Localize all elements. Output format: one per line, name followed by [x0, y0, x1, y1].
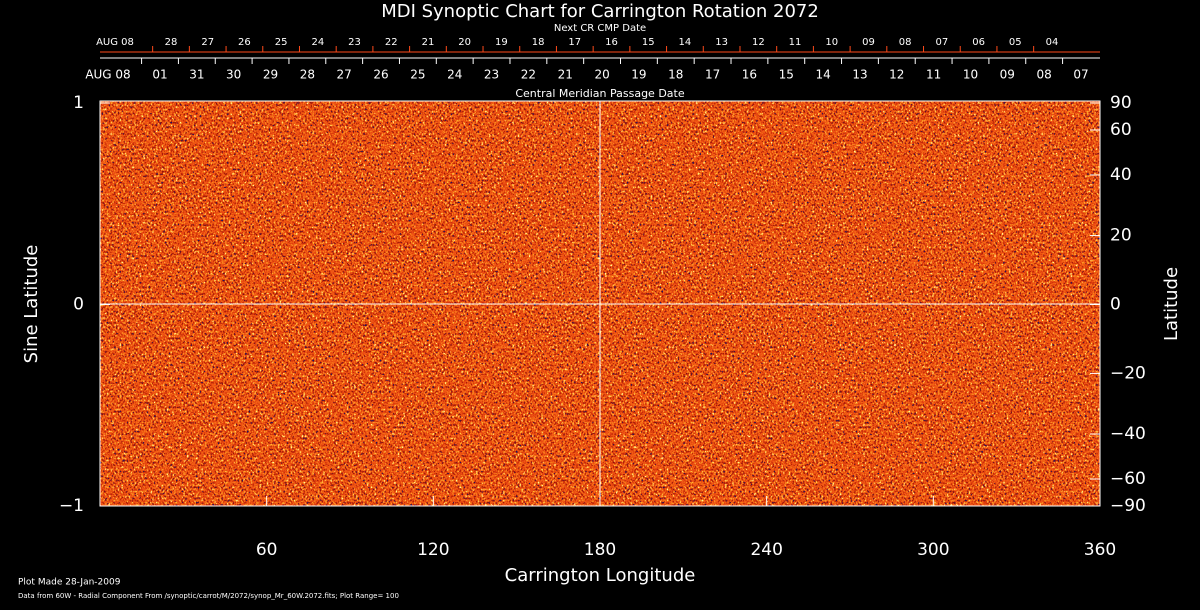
top_axis2-date-label: 09 [862, 37, 875, 48]
y2-tick-label: −20 [1110, 363, 1146, 383]
top_axis-date-label: 18 [668, 68, 683, 82]
top_axis2-date-label: 14 [679, 37, 692, 48]
x-tick-label: 240 [750, 540, 782, 560]
top_axis2-date-label: 15 [642, 37, 655, 48]
top_axis-date-label: 22 [521, 68, 536, 82]
top_axis2-date-label: 19 [495, 37, 508, 48]
top_axis-date-label: 17 [705, 68, 720, 82]
top_axis2-date-label: 05 [1009, 37, 1022, 48]
top_axis2-date-label: 25 [275, 37, 288, 48]
top_axis-date-label: 19 [631, 68, 646, 82]
top_axis2-date-label: 24 [311, 37, 324, 48]
top_axis2-date-label: 20 [458, 37, 471, 48]
y2-tick-label: −90 [1110, 496, 1146, 516]
chart-title: MDI Synoptic Chart for Carrington Rotati… [381, 1, 819, 22]
x-tick-label: 60 [256, 540, 278, 560]
top_axis2-date-label: 26 [238, 37, 251, 48]
plot-made-note: Plot Made 28-Jan-2009 [18, 578, 121, 588]
y-tick-label: −1 [59, 496, 84, 516]
top-axis-label: Central Meridian Passage Date [515, 87, 684, 100]
y2-tick-label: 0 [1110, 295, 1121, 315]
top_axis2-date-label: 07 [936, 37, 949, 48]
top_axis2-date-label: 11 [789, 37, 802, 48]
y2-tick-label: −60 [1110, 469, 1146, 489]
top_axis-date-label: 13 [852, 68, 867, 82]
x-tick-label: 180 [584, 540, 616, 560]
top_axis-date-label: 08 [1037, 68, 1052, 82]
top-axis2-label: Next CR CMP Date [554, 23, 646, 34]
top_axis-date-label: 12 [889, 68, 904, 82]
top_axis-date-label: 23 [484, 68, 499, 82]
top_axis-date-label: 21 [558, 68, 573, 82]
y-tick-label: 0 [73, 295, 84, 315]
x-tick-label: 300 [917, 540, 949, 560]
top_axis2-date-label: 16 [605, 37, 618, 48]
top_axis-date-label: 29 [263, 68, 278, 82]
x-axis-label: Carrington Longitude [505, 565, 696, 586]
top_axis-date-label: 11 [926, 68, 941, 82]
top_axis2-date-label: 13 [715, 37, 728, 48]
top_axis2-date-label: 27 [201, 37, 214, 48]
top_axis2-date-label: 28 [165, 37, 178, 48]
top_axis-date-label: 27 [337, 68, 352, 82]
top_axis2-date-label: 08 [899, 37, 912, 48]
top_axis2-date-label: 10 [825, 37, 838, 48]
top_axis-date-label: 30 [226, 68, 241, 82]
y2-axis-label: Latitude [1161, 267, 1182, 341]
top_axis2-date-label: 12 [752, 37, 765, 48]
top_axis2-start-label: AUG 08 [96, 37, 134, 48]
top_axis-date-label: 24 [447, 68, 462, 82]
top_axis-date-label: 16 [742, 68, 757, 82]
top_axis-start-label: AUG 08 [85, 68, 130, 82]
y2-tick-label: 20 [1110, 226, 1132, 246]
y-tick-label: 1 [73, 93, 84, 113]
x-tick-label: 120 [417, 540, 449, 560]
y2-tick-label: −40 [1110, 424, 1146, 444]
top_axis-date-label: 07 [1073, 68, 1088, 82]
top_axis-date-label: 31 [189, 68, 204, 82]
top_axis2-date-label: 21 [422, 37, 435, 48]
top_axis2-date-label: 04 [1046, 37, 1059, 48]
top_axis-date-label: 20 [594, 68, 609, 82]
y2-tick-label: 60 [1110, 120, 1132, 140]
top_axis-date-label: 10 [963, 68, 978, 82]
top_axis2-date-label: 22 [385, 37, 398, 48]
top_axis-date-label: 26 [373, 68, 388, 82]
top_axis-date-label: 25 [410, 68, 425, 82]
top_axis-date-label: 09 [1000, 68, 1015, 82]
top_axis-date-label: 15 [779, 68, 794, 82]
y2-tick-label: 40 [1110, 165, 1132, 185]
top_axis2-date-label: 17 [568, 37, 581, 48]
top_axis-date-label: 14 [815, 68, 830, 82]
top_axis2-date-label: 06 [972, 37, 985, 48]
top_axis2-date-label: 23 [348, 37, 361, 48]
y2-tick-label: 90 [1110, 93, 1132, 113]
x-tick-label: 360 [1084, 540, 1116, 560]
top_axis-date-label: 28 [300, 68, 315, 82]
data-source-note: Data from 60W - Radial Component From /s… [18, 592, 399, 600]
top_axis2-date-label: 18 [532, 37, 545, 48]
top_axis-date-label: 01 [152, 68, 167, 82]
y-axis-label: Sine Latitude [21, 245, 42, 364]
